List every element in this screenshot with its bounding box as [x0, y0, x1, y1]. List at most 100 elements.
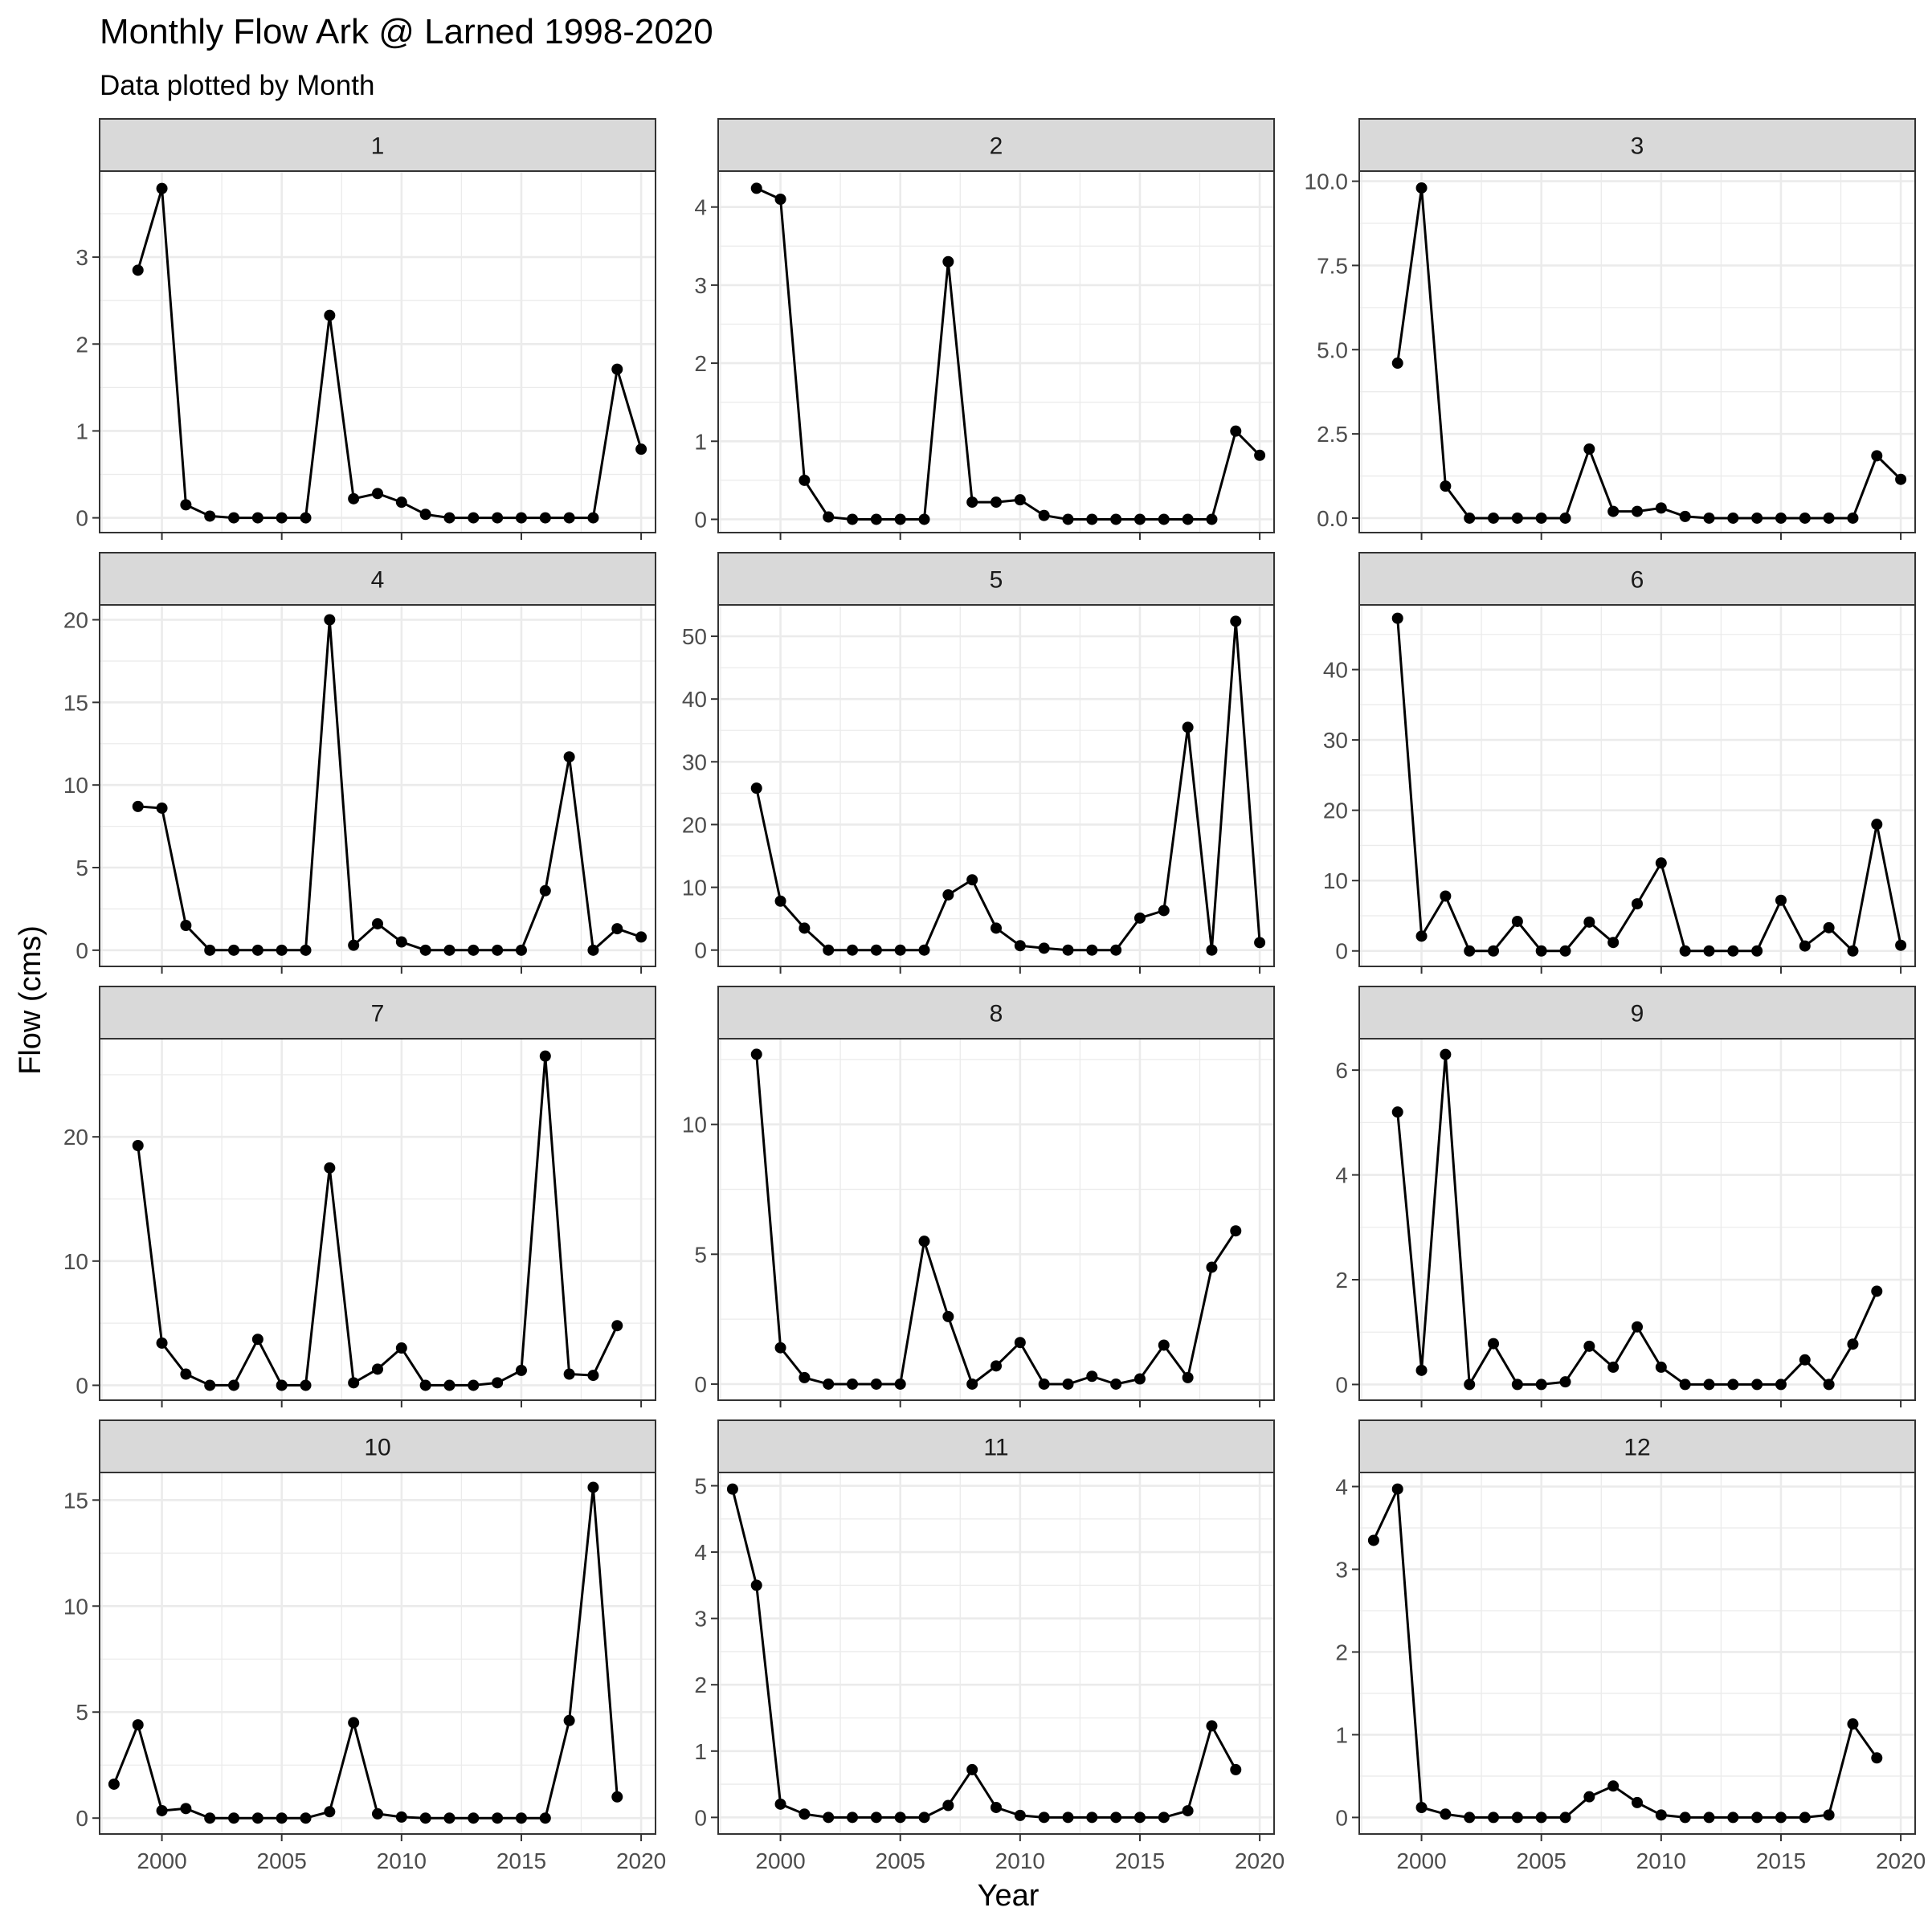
data-point	[774, 1342, 786, 1354]
data-point	[419, 944, 431, 956]
data-point	[1415, 182, 1428, 194]
data-point	[492, 944, 504, 956]
data-point	[395, 496, 407, 509]
panel-background	[100, 1472, 656, 1834]
data-point	[204, 1812, 216, 1824]
series-line	[755, 621, 1261, 952]
data-point	[587, 1481, 599, 1493]
data-point	[515, 944, 527, 956]
data-point	[1535, 1379, 1547, 1391]
panel-border	[717, 604, 1275, 967]
y-tick-label: 3	[694, 273, 707, 298]
y-tick-label: 10	[682, 1113, 707, 1138]
y-tick-label: 5	[76, 856, 88, 880]
strip-label: 2	[990, 133, 1003, 160]
data-point	[1206, 1261, 1218, 1273]
y-tick-label: 0	[1335, 1805, 1348, 1830]
panel-background	[100, 171, 656, 533]
data-point	[443, 944, 455, 956]
data-point	[1511, 512, 1523, 524]
data-point	[419, 1812, 431, 1824]
y-tick-label: 5.0	[1317, 337, 1348, 362]
data-point	[1847, 945, 1859, 957]
data-point	[395, 1342, 407, 1354]
panel-background	[718, 1472, 1274, 1834]
data-point	[587, 512, 599, 524]
data-point	[1655, 1361, 1667, 1373]
data-point	[1230, 1763, 1242, 1775]
y-tick-label: 10	[63, 1249, 88, 1274]
y-tick-label: 2.5	[1317, 422, 1348, 447]
data-point	[991, 922, 1002, 934]
data-point	[395, 1811, 407, 1823]
x-tick-label: 2010	[995, 1848, 1045, 1873]
data-point	[1158, 1812, 1170, 1824]
data-point	[1679, 1812, 1691, 1824]
y-tick-label: 10	[1323, 868, 1348, 893]
data-point	[587, 1370, 599, 1382]
data-point	[1062, 944, 1074, 956]
data-point	[1014, 1809, 1026, 1821]
data-point	[204, 944, 216, 956]
data-point	[539, 512, 551, 524]
data-point	[1110, 1812, 1122, 1824]
data-point	[468, 512, 480, 524]
data-point	[324, 614, 336, 626]
data-point	[1391, 1106, 1403, 1118]
data-point	[1632, 1321, 1643, 1333]
data-point	[1230, 615, 1242, 627]
strip-label: 10	[364, 1435, 390, 1461]
data-point	[991, 1801, 1002, 1813]
panel-background	[718, 171, 1274, 533]
data-point	[1391, 1483, 1403, 1495]
x-tick-label: 2010	[377, 1848, 427, 1873]
y-tick-label: 1	[694, 1739, 707, 1764]
data-point	[847, 1378, 859, 1390]
y-tick-label: 0.0	[1317, 506, 1348, 531]
data-point	[156, 802, 168, 814]
series-line	[756, 187, 1261, 521]
data-point	[799, 474, 811, 486]
data-point	[300, 944, 312, 956]
data-point	[750, 1579, 762, 1591]
y-tick-label: 20	[1323, 799, 1348, 823]
data-point	[515, 1364, 527, 1376]
y-tick-label: 3	[76, 245, 88, 270]
data-point	[1464, 1812, 1476, 1824]
data-point	[204, 510, 216, 522]
data-point	[372, 1807, 383, 1820]
y-tick-label: 40	[1323, 658, 1348, 683]
y-tick-label: 0	[694, 938, 707, 963]
data-point	[1415, 1364, 1428, 1376]
data-point	[823, 1812, 835, 1824]
data-point	[1703, 945, 1715, 957]
data-point	[563, 1368, 575, 1380]
data-point	[372, 488, 383, 500]
data-point	[348, 1717, 360, 1729]
data-point	[1206, 944, 1218, 956]
x-tick-label: 2015	[496, 1848, 546, 1873]
data-point	[132, 1719, 144, 1731]
strip-background	[717, 1419, 1275, 1473]
data-point	[492, 512, 504, 524]
strip-background	[1358, 118, 1916, 172]
panel-month-4: 4 0 5 10 15 20	[63, 552, 656, 974]
data-point	[1367, 1534, 1379, 1546]
data-point	[918, 1236, 930, 1248]
data-point	[1511, 915, 1523, 927]
data-point	[276, 1379, 288, 1391]
y-tick-label: 0	[1335, 1372, 1348, 1397]
data-point	[1559, 1812, 1571, 1824]
data-point	[1751, 1379, 1763, 1391]
y-tick-label: 2	[1335, 1640, 1348, 1664]
data-point	[539, 884, 551, 897]
data-point	[228, 512, 240, 524]
data-point	[1607, 1361, 1620, 1373]
data-point	[1062, 1812, 1074, 1824]
data-point	[539, 1812, 551, 1824]
data-point	[1559, 945, 1571, 957]
data-point	[228, 1812, 240, 1824]
data-point	[894, 944, 906, 956]
data-point	[1655, 1809, 1667, 1821]
